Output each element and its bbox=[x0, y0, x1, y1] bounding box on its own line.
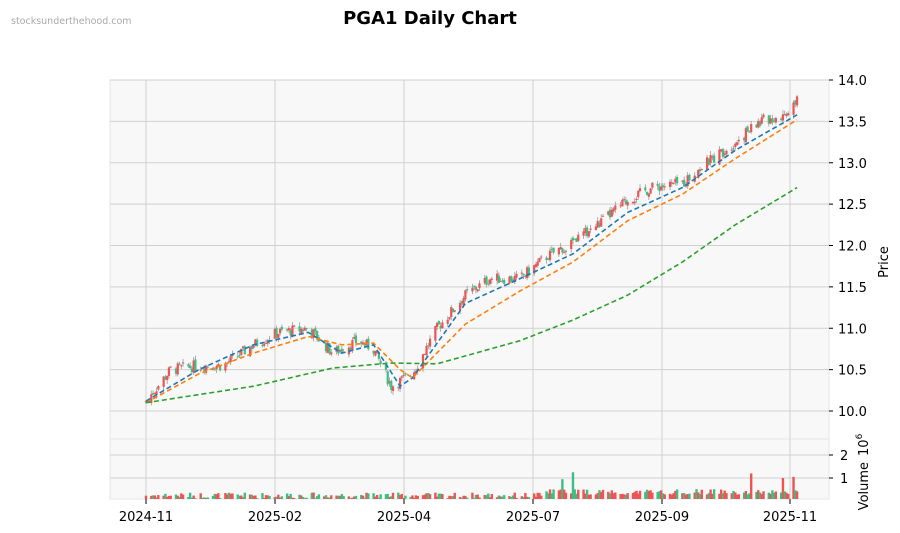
x-tick-label: 2025-07 bbox=[506, 510, 560, 525]
volume-panel bbox=[109, 438, 830, 500]
x-tick-label: 2025-02 bbox=[248, 510, 302, 525]
chart-title: PGA1 Daily Chart bbox=[343, 8, 517, 29]
price-tick-label: 10.5 bbox=[838, 364, 867, 379]
moving-averages bbox=[145, 114, 798, 404]
volume-axis-label: Volume106 bbox=[855, 433, 872, 510]
grid-lines bbox=[110, 79, 829, 499]
volume-bars bbox=[144, 472, 799, 499]
x-tick-label: 2024-11 bbox=[119, 510, 173, 525]
ma-line-2 bbox=[145, 186, 798, 404]
ma-line-1 bbox=[145, 119, 798, 404]
price-tick-label: 11.5 bbox=[838, 281, 867, 296]
price-tick-label: 13.5 bbox=[838, 115, 867, 130]
price-tick-label: 12.0 bbox=[838, 240, 867, 255]
axis-ticks: 10.0 10.5 11.0 11.5 12.0 12.5 13.0 13.5 14.0 1 2 20… bbox=[119, 74, 867, 525]
price-tick-label: 14.0 bbox=[838, 74, 867, 89]
x-tick-label: 2025-09 bbox=[635, 510, 689, 525]
watermark: stocksunderthehood.com bbox=[11, 16, 132, 27]
price-tick-label: 11.0 bbox=[838, 322, 867, 337]
ma-line-0 bbox=[145, 114, 798, 402]
price-panel bbox=[109, 79, 830, 440]
price-tick-label: 10.0 bbox=[838, 405, 867, 420]
price-tick-label: 12.5 bbox=[838, 198, 867, 213]
x-tick-label: 2025-04 bbox=[377, 510, 431, 525]
price-tick-label: 13.0 bbox=[838, 157, 867, 172]
x-tick-label: 2025-11 bbox=[763, 510, 817, 525]
volume-tick-label: 1 bbox=[840, 472, 848, 487]
volume-tick-label: 2 bbox=[840, 449, 848, 464]
price-axis-label: Price bbox=[877, 246, 892, 278]
